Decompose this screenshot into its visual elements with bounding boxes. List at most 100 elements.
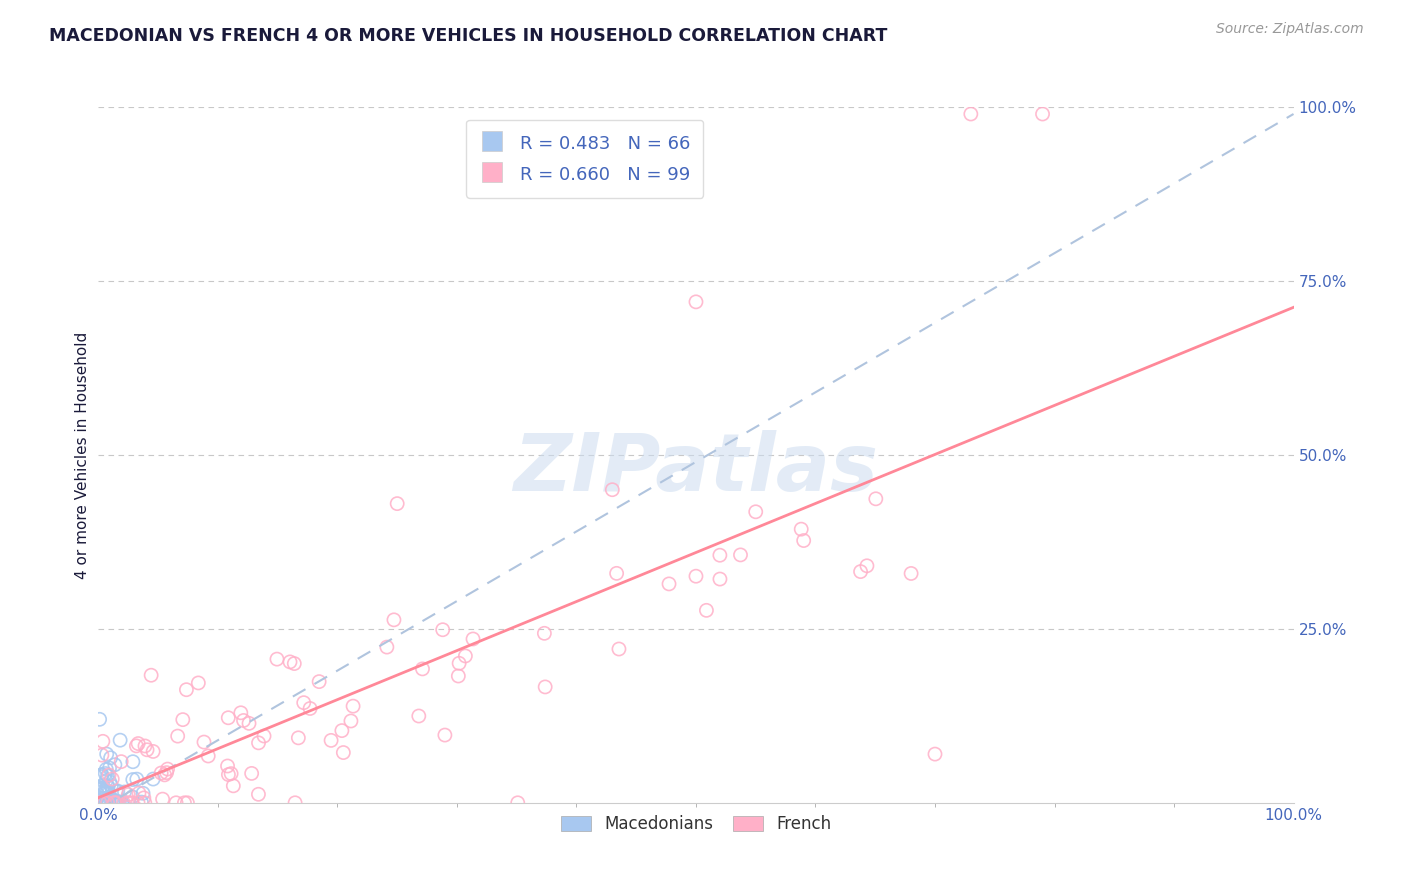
Point [104,793,127,807]
Point [266,652,288,666]
Point [98,786,121,800]
Point [222,779,245,793]
Y-axis label: 4 or more Vehicles in Household: 4 or more Vehicles in Household [75,331,90,579]
Point [112,796,135,810]
Point [94,773,117,788]
Point [284,796,307,810]
Point [91,782,114,797]
Point [90,768,112,782]
Point [217,759,239,773]
Point [104,796,127,810]
Point [150,766,173,780]
Point [292,696,315,710]
Point [240,766,263,780]
Point [128,786,150,800]
Point [960,107,983,121]
Point [103,796,125,810]
Point [849,565,872,579]
Point [90,767,112,781]
Point [93,795,115,809]
Point [100,779,122,793]
Point [229,706,252,720]
Point [534,680,557,694]
Point [533,626,555,640]
Point [94,784,117,798]
Point [332,746,354,760]
Point [125,772,148,786]
Point [110,755,132,769]
Point [115,796,138,810]
Point [155,765,177,780]
Point [385,497,409,511]
Point [247,787,270,801]
Point [101,794,124,808]
Point [98,761,121,775]
Legend: Macedonians, French: Macedonians, French [554,808,838,839]
Point [461,632,484,646]
Point [125,739,148,753]
Point [96,796,118,810]
Point [89,795,111,809]
Point [89,785,111,799]
Point [865,491,887,506]
Point [117,788,139,802]
Point [96,762,118,776]
Point [122,755,145,769]
Point [93,796,115,810]
Point [107,784,129,798]
Point [454,648,477,663]
Point [97,780,120,794]
Point [319,733,342,747]
Point [176,796,198,810]
Point [606,566,628,581]
Point [193,735,215,749]
Point [790,522,813,536]
Point [97,795,120,809]
Point [197,749,219,764]
Point [111,795,134,809]
Point [132,786,155,800]
Point [793,533,815,548]
Point [283,657,305,671]
Point [238,716,260,731]
Point [127,737,149,751]
Point [856,558,879,573]
Point [121,789,143,804]
Point [685,569,707,583]
Point [900,566,922,581]
Point [96,795,118,809]
Point [96,795,118,809]
Point [299,701,322,715]
Point [408,709,430,723]
Point [607,642,630,657]
Point [90,770,112,784]
Point [104,795,127,809]
Point [121,772,143,787]
Point [114,785,136,799]
Point [382,613,405,627]
Point [173,796,195,810]
Point [89,795,111,809]
Point [105,796,128,810]
Point [89,782,111,797]
Point [96,747,118,761]
Point [709,572,731,586]
Point [98,794,121,808]
Point [287,731,309,745]
Point [91,779,114,793]
Point [136,743,159,757]
Point [121,796,143,810]
Point [97,795,120,809]
Point [247,736,270,750]
Point [134,739,156,753]
Point [142,772,165,786]
Point [89,795,111,809]
Text: MACEDONIAN VS FRENCH 4 OR MORE VEHICLES IN HOUSEHOLD CORRELATION CHART: MACEDONIAN VS FRENCH 4 OR MORE VEHICLES … [49,27,887,45]
Point [89,796,111,810]
Point [730,548,752,562]
Point [90,748,112,763]
Point [506,796,529,810]
Point [709,548,731,562]
Text: Source: ZipAtlas.com: Source: ZipAtlas.com [1216,22,1364,37]
Point [108,733,131,747]
